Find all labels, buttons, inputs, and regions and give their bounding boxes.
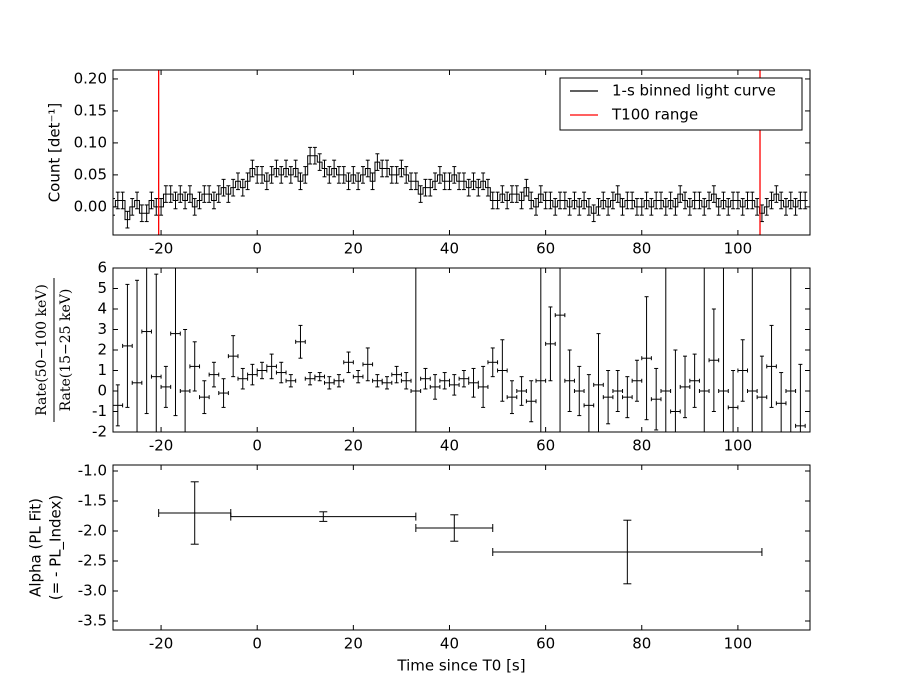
x-tick-label: 0: [252, 240, 262, 258]
y-tick-label: -2: [92, 423, 107, 441]
x-tick-label: 40: [440, 240, 459, 258]
legend-label: 1-s binned light curve: [612, 82, 776, 100]
x-tick-label: 60: [536, 635, 555, 653]
y-tick-label: 1: [97, 361, 107, 379]
plot-area: [113, 268, 806, 432]
y-tick-label: 6: [97, 259, 107, 277]
y-tick-label: -1.5: [78, 492, 107, 510]
x-tick-label: 0: [252, 635, 262, 653]
y-tick-label: 3: [97, 320, 107, 338]
x-tick-label: 20: [344, 437, 363, 455]
y-tick-label: 0.15: [74, 101, 107, 119]
x-tick-label: 40: [440, 635, 459, 653]
x-tick-label: 100: [724, 635, 753, 653]
light-curve: [113, 155, 808, 221]
x-tick-label: 80: [632, 240, 651, 258]
x-tick-label: 80: [632, 437, 651, 455]
y-tick-label: -3.0: [78, 582, 107, 600]
x-tick-label: 20: [344, 635, 363, 653]
y-tick-label: -3.5: [78, 612, 107, 630]
x-tick-label: 60: [536, 240, 555, 258]
y-tick-label: 5: [97, 279, 107, 297]
x-axis-label: Time since T0 [s]: [396, 657, 525, 675]
y-axis-label: (= - PL_Index): [47, 495, 66, 600]
y-tick-label: -2.5: [78, 552, 107, 570]
y-tick-label: 2: [97, 341, 107, 359]
plot-area: [158, 481, 763, 585]
y-tick-label: 0.00: [74, 197, 107, 215]
axes-frame: [112, 69, 811, 236]
plot-area: [113, 70, 808, 235]
x-tick-label: 40: [440, 437, 459, 455]
legend-box: [559, 77, 803, 131]
y-axis-label: Count [det⁻¹]: [46, 103, 64, 203]
x-tick-label: 100: [724, 240, 753, 258]
y-tick-label: -1.0: [78, 462, 107, 480]
y-axis-label: Alpha (PL Fit): [27, 498, 45, 597]
y-tick-label: -1: [92, 402, 107, 420]
x-tick-label: 60: [536, 437, 555, 455]
y-axis-label-numerator: Rate(50−100 keV): [34, 284, 50, 416]
x-tick-label: 20: [344, 240, 363, 258]
x-tick-label: 100: [724, 437, 753, 455]
axes-frame: [112, 267, 811, 433]
y-tick-label: -2.0: [78, 522, 107, 540]
y-axis-label-denominator: Rate(15−25 keV): [58, 289, 74, 412]
y-tick-label: 4: [97, 300, 107, 318]
x-tick-label: 0: [252, 437, 262, 455]
x-tick-label: 80: [632, 635, 651, 653]
axes-frame: [112, 464, 811, 631]
x-tick-label: -20: [149, 635, 174, 653]
y-tick-label: 0: [97, 382, 107, 400]
x-tick-label: -20: [149, 437, 174, 455]
y-tick-label: 0.10: [74, 133, 107, 151]
legend-label: T100 range: [611, 106, 698, 124]
x-tick-label: -20: [149, 240, 174, 258]
y-tick-label: 0.05: [74, 165, 107, 183]
y-tick-label: 0.20: [74, 69, 107, 87]
